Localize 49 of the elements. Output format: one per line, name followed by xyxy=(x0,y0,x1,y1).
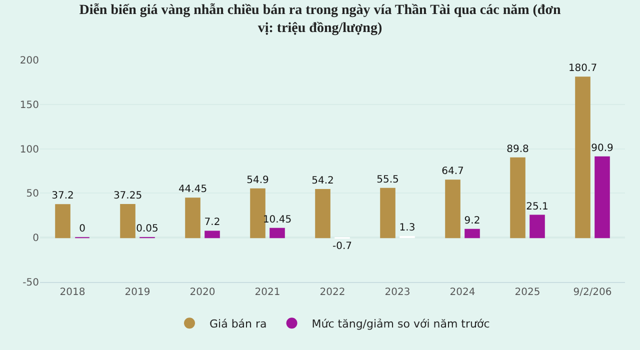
x-tick-label: 2019 xyxy=(124,287,150,298)
bar xyxy=(380,188,396,238)
data-label: 44.45 xyxy=(178,184,208,196)
data-label: 64.7 xyxy=(442,166,464,178)
legend-label: Giá bán ra xyxy=(210,317,267,330)
data-label: 90.9 xyxy=(591,142,614,154)
bar xyxy=(510,157,526,238)
x-tick-label: 2021 xyxy=(254,287,280,298)
chart-title: Diễn biến giá vàng nhẫn chiều bán ra trong ngày vía Thần Tài qua các năm (đơn vị: triệu đồng/lượng) xyxy=(79,3,561,36)
data-label: 0.05 xyxy=(136,224,158,235)
y-tick-label: 50 xyxy=(26,188,39,200)
x-tick-label: 2024 xyxy=(450,287,476,298)
data-label: 54.9 xyxy=(246,174,269,186)
x-tick-label: 2025 xyxy=(514,287,540,298)
data-label: 180.7 xyxy=(568,63,598,74)
data-label: 9.2 xyxy=(464,215,480,226)
data-label: 1.3 xyxy=(399,222,416,234)
data-label: 37.2 xyxy=(52,190,74,202)
bar xyxy=(55,204,70,238)
bar xyxy=(445,180,460,238)
y-tick-label: -50 xyxy=(22,278,39,288)
y-tick-label: 0 xyxy=(32,233,39,244)
data-label: 37.25 xyxy=(113,190,142,202)
y-tick-label: 150 xyxy=(20,100,39,111)
bar xyxy=(464,228,480,238)
bar xyxy=(270,228,285,238)
bar xyxy=(204,230,220,238)
bar xyxy=(575,76,590,238)
data-label: 55.5 xyxy=(376,174,399,186)
data-label: 7.2 xyxy=(204,217,220,228)
bar xyxy=(594,156,610,238)
bar xyxy=(120,204,136,238)
x-tick-label: 2022 xyxy=(320,287,346,298)
data-label: 54.2 xyxy=(312,175,334,186)
bar xyxy=(530,214,545,238)
x-tick-label: 2023 xyxy=(384,287,410,298)
data-label: 25.1 xyxy=(526,201,548,212)
data-label: 0 xyxy=(79,224,86,235)
legend-label: Mức tăng/giảm so với năm trước xyxy=(312,317,490,330)
x-tick-label: 9/2/206 xyxy=(573,287,612,298)
bar xyxy=(250,188,266,238)
x-tick-label: 2020 xyxy=(190,287,216,298)
data-label: 89.8 xyxy=(506,144,529,155)
y-tick-label: 100 xyxy=(20,144,39,156)
bar xyxy=(315,188,330,238)
x-tick-label: 2018 xyxy=(60,287,86,298)
bar xyxy=(185,198,200,238)
data-label: -0.7 xyxy=(332,241,352,252)
y-tick-label: 200 xyxy=(20,56,39,66)
